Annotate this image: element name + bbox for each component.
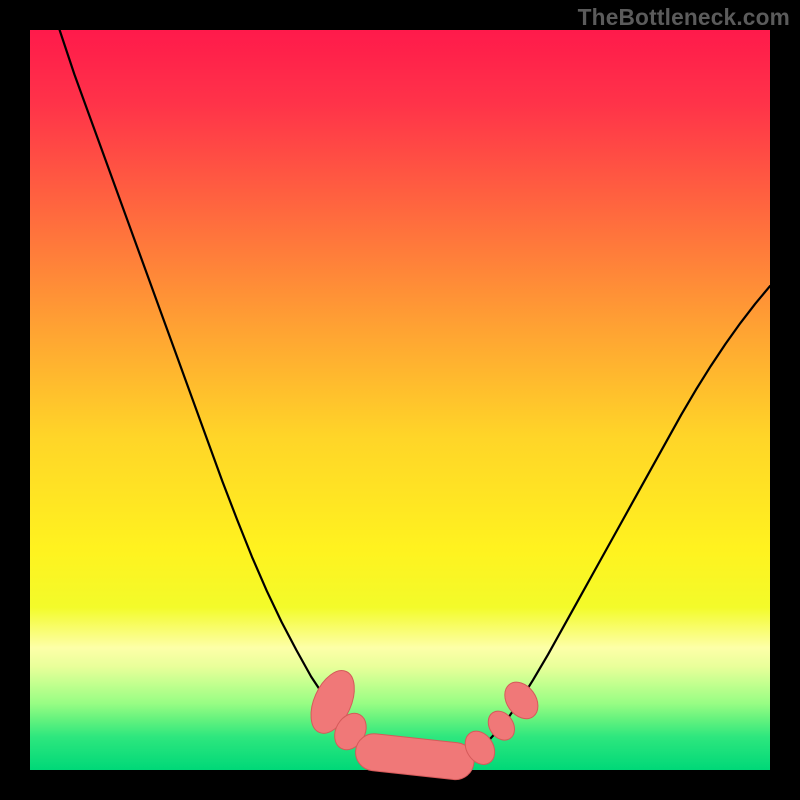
plot-background — [30, 30, 770, 770]
chart-canvas: TheBottleneck.com — [0, 0, 800, 800]
watermark-text: TheBottleneck.com — [578, 4, 790, 31]
bottleneck-v-curve-chart — [0, 0, 800, 800]
